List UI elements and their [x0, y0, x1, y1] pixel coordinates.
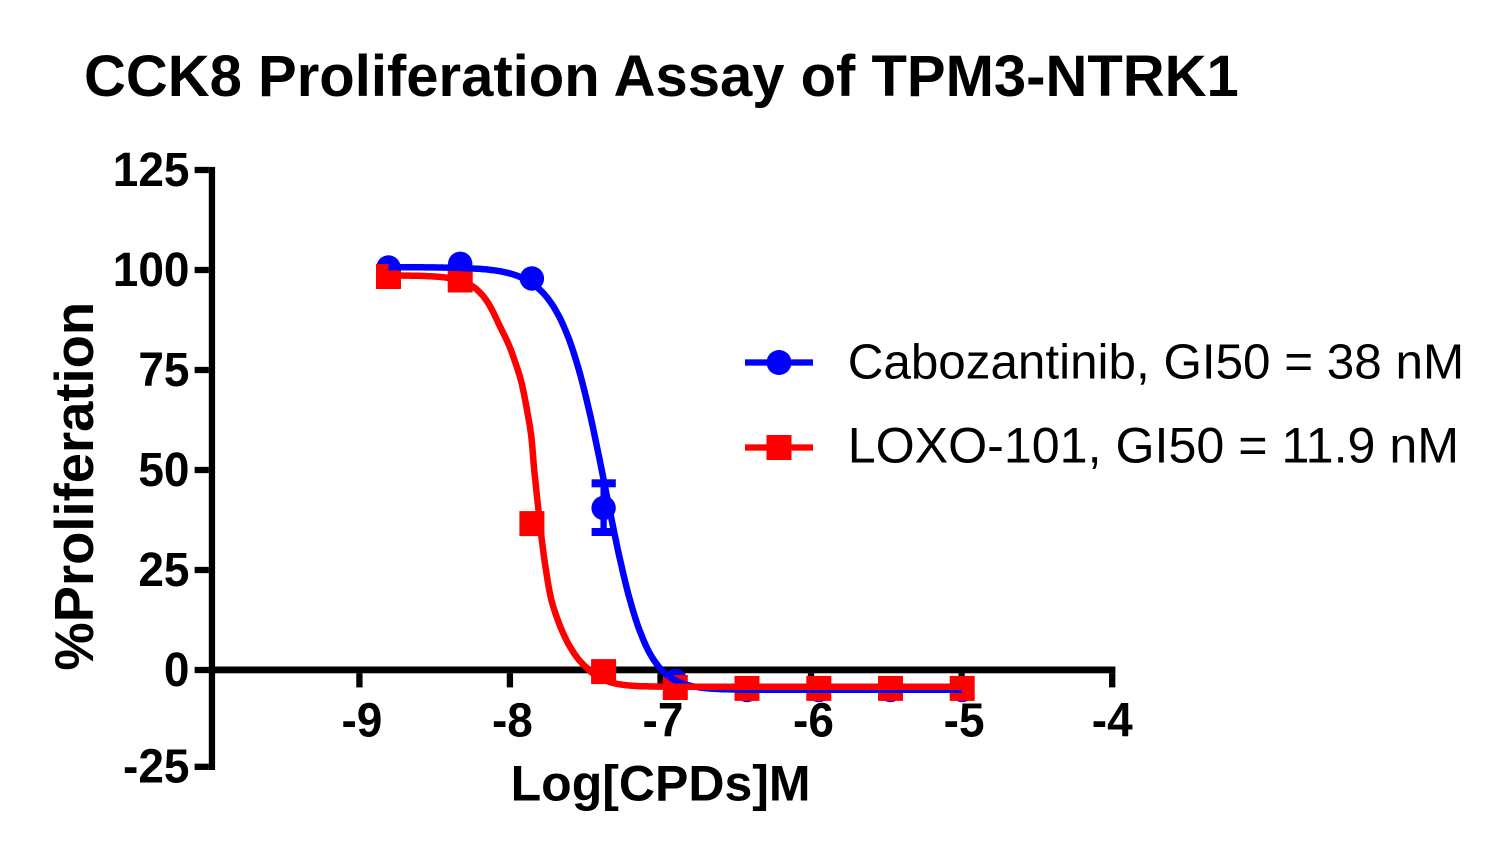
svg-text:-5: -5 — [944, 693, 985, 747]
svg-text:100: 100 — [113, 243, 190, 297]
svg-text:-25: -25 — [123, 739, 189, 793]
svg-text:50: 50 — [138, 443, 189, 497]
svg-text:LOXO-101, GI50 = 11.9 nM: LOXO-101, GI50 = 11.9 nM — [848, 418, 1459, 474]
svg-text:CCK8 Proliferation Assay of TP: CCK8 Proliferation Assay of TPM3-NTRK1 — [84, 44, 1239, 109]
svg-text:25: 25 — [138, 543, 189, 597]
svg-text:-9: -9 — [341, 693, 382, 747]
svg-text:%Proliferation: %Proliferation — [44, 302, 105, 671]
svg-text:125: 125 — [113, 143, 190, 197]
svg-text:Cabozantinib, GI50 = 38 nM: Cabozantinib, GI50 = 38 nM — [848, 334, 1464, 389]
svg-text:-8: -8 — [492, 693, 533, 747]
svg-text:0: 0 — [164, 643, 190, 697]
svg-text:-4: -4 — [1092, 693, 1134, 747]
svg-text:-6: -6 — [793, 693, 834, 747]
svg-text:Log[CPDs]M: Log[CPDs]M — [511, 756, 811, 812]
svg-text:75: 75 — [138, 343, 189, 397]
svg-text:-7: -7 — [643, 693, 684, 747]
